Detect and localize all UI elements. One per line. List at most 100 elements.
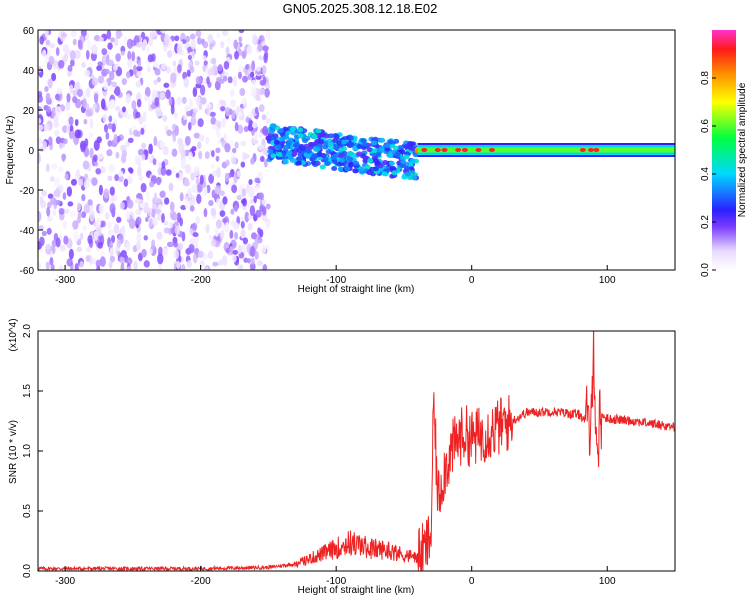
heatmap-cell (159, 190, 166, 198)
heatmap-cell (198, 104, 203, 110)
heatmap-cell (163, 227, 170, 234)
heatmap-cell (116, 31, 123, 38)
x-tick-label: -100 (326, 576, 346, 587)
heatmap-cell (40, 189, 48, 197)
heatmap-cell (147, 35, 154, 47)
heatmap-cell (72, 96, 78, 104)
heatmap-cell (289, 126, 296, 132)
heatmap-cell (249, 262, 256, 270)
heatmap-peak (489, 148, 496, 152)
heatmap-cell (237, 244, 242, 255)
heatmap-cell (387, 152, 394, 158)
heatmap-cell (38, 66, 42, 73)
heatmap-cell (81, 61, 86, 68)
heatmap-peak (475, 148, 482, 152)
heatmap-cell (238, 30, 245, 34)
heatmap-cell (135, 208, 140, 215)
heatmap-cell (210, 66, 214, 76)
heatmap-cell (189, 65, 195, 74)
heatmap-cell (331, 158, 338, 164)
heatmap-cell (262, 125, 269, 136)
heatmap-cell (156, 231, 163, 240)
heatmap-cell (74, 82, 79, 91)
heatmap-cell (389, 165, 396, 171)
y-tick-label: 2.0 (22, 324, 33, 338)
heatmap-cell (341, 139, 348, 145)
heatmap-cell (211, 57, 217, 66)
heatmap-cell (96, 265, 101, 270)
heatmap-cell (195, 82, 202, 89)
heatmap-cell (49, 43, 56, 49)
snr-multiplier: (x10^4) (8, 318, 19, 351)
heatmap-cell (109, 84, 114, 93)
heatmap-cell (216, 219, 222, 229)
heatmap-cell (400, 163, 407, 169)
heatmap-cell (356, 151, 363, 157)
heatmap-cell (162, 145, 169, 156)
heatmap-cell (147, 54, 154, 63)
heatmap-cell (217, 120, 222, 130)
heatmap-cell (208, 173, 215, 184)
heatmap-cell (127, 59, 133, 69)
heatmap-cell (195, 215, 201, 225)
heatmap-cell (45, 163, 50, 173)
heatmap-cell (188, 200, 194, 207)
heatmap-cell (109, 186, 115, 196)
heatmap-cell (388, 160, 395, 166)
heatmap-cell (54, 129, 60, 137)
heatmap-cell (184, 135, 191, 146)
heatmap-cell (196, 141, 202, 149)
heatmap-cell (242, 75, 248, 83)
heatmap-cell (305, 153, 312, 159)
y-tick-label: -60 (20, 266, 35, 277)
heatmap-cell (38, 262, 42, 270)
heatmap-cell (185, 35, 191, 43)
heatmap-cell (148, 248, 153, 255)
heatmap-cell (125, 257, 133, 265)
heatmap-cell (270, 153, 277, 159)
heatmap-cell (362, 155, 369, 161)
heatmap-cell (403, 154, 410, 160)
heatmap-cell (74, 49, 81, 60)
heatmap-cell (240, 220, 245, 229)
heatmap-cell (85, 109, 92, 117)
heatmap-cell (93, 93, 99, 104)
snr-y-ticks: 0.0 0.5 1.0 1.5 2.0 (22, 324, 43, 578)
heatmap-cell (81, 211, 87, 219)
heatmap-cell (203, 60, 208, 66)
heatmap-cell (135, 216, 142, 226)
heatmap-cell (108, 70, 115, 81)
heatmap-cell (373, 158, 380, 164)
heatmap-cell (153, 60, 160, 68)
heatmap-cell (295, 160, 302, 166)
heatmap-cell (203, 208, 208, 218)
heatmap-cell (312, 141, 319, 147)
heatmap-cell (94, 161, 98, 167)
heatmap-cell (234, 141, 239, 149)
heatmap-cell (66, 258, 73, 267)
heatmap-cell (153, 192, 158, 204)
heatmap-cell (338, 147, 345, 153)
heatmap-cell (230, 220, 237, 227)
heatmap-cell (392, 145, 399, 151)
heatmap-cell (55, 47, 60, 56)
y-tick-label: 1.0 (22, 444, 33, 458)
heatmap-cell (72, 220, 79, 230)
heatmap-cell (220, 230, 225, 239)
heatmap-cell (411, 175, 418, 181)
heatmap-cell (76, 169, 80, 178)
heatmap-cell (122, 106, 126, 113)
heatmap-cell (101, 48, 108, 56)
snr-xlabel: Height of straight line (km) (298, 585, 415, 596)
heatmap-cell (82, 224, 88, 232)
heatmap-cell (147, 152, 153, 163)
heatmap-cell (190, 33, 196, 40)
heatmap-cell (62, 192, 67, 200)
heatmap-cell (104, 68, 110, 75)
heatmap-cell (337, 153, 344, 159)
heatmap-cell (231, 184, 238, 194)
spectrogram-heatmap (38, 30, 675, 270)
heatmap-cell (106, 149, 113, 157)
heatmap-cell (228, 108, 233, 116)
heatmap-cell (125, 93, 132, 104)
